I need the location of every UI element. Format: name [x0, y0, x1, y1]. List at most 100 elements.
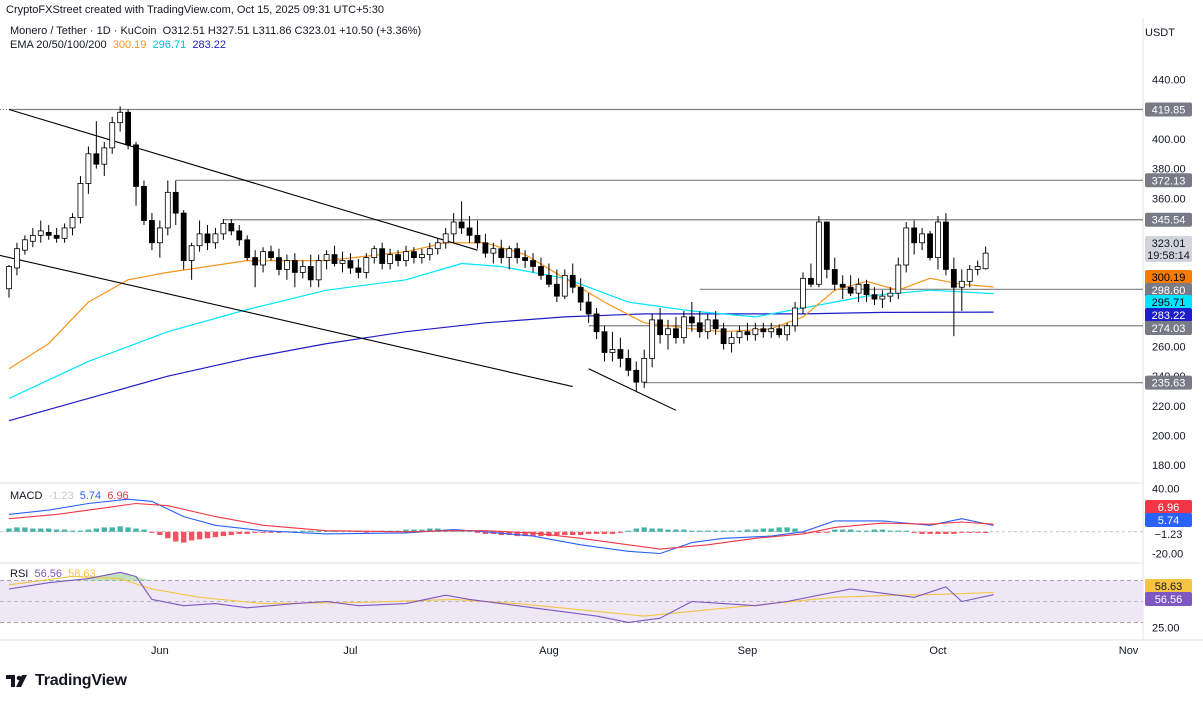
candle-body	[919, 233, 925, 244]
candle-body	[29, 234, 36, 242]
price-tick-label: 260.00	[1152, 342, 1186, 354]
macd-histogram-bar	[300, 530, 306, 532]
candle-body	[6, 266, 12, 290]
macd-histogram-bar	[585, 531, 592, 534]
trendlines	[0, 109, 677, 411]
tradingview-logo-text: TradingView	[35, 672, 127, 689]
macd-histogram-bar	[22, 527, 28, 532]
candle-body	[37, 230, 44, 236]
price-tag: 300.19	[1152, 272, 1186, 284]
currency-label[interactable]: USDT	[1145, 27, 1175, 39]
macd-histogram-bar	[816, 531, 822, 533]
candle-body	[895, 264, 902, 294]
candle-body	[871, 294, 878, 300]
macd-histogram-bar	[681, 529, 687, 532]
candle-body	[403, 251, 409, 261]
macd-histogram-bar	[840, 529, 846, 532]
candle-body	[808, 277, 814, 285]
macd-histogram-bar	[46, 528, 52, 532]
candle-body	[204, 233, 211, 244]
candle-body	[291, 260, 298, 273]
macd-histogram-bar	[268, 531, 274, 533]
candle-body	[109, 122, 116, 149]
macd-histogram-bar	[482, 531, 489, 534]
price-tag-bg	[1145, 236, 1192, 250]
macd-histogram-bar	[570, 531, 576, 536]
candle-body	[347, 260, 354, 269]
candle-body	[371, 248, 378, 258]
macd-tick-label: -20.00	[1152, 548, 1183, 560]
macd-signal-value: 6.96	[107, 490, 129, 502]
price-tag-bg	[1145, 248, 1192, 262]
trendline	[0, 254, 573, 388]
ema-legend[interactable]: EMA 20/50/100/200 300.19 296.71 283.22	[10, 39, 226, 51]
candle-body	[125, 111, 131, 146]
macd-histogram-bar	[61, 529, 68, 532]
candle-body	[244, 239, 251, 258]
candle-body	[966, 269, 973, 282]
candle-body	[768, 328, 775, 333]
macd-histogram-bar	[927, 531, 933, 534]
rsi-legend[interactable]: RSI 56.56 58.63	[10, 568, 96, 580]
candle-body	[498, 248, 505, 258]
symbol-name[interactable]: Monero / Tether · 1D · KuCoin	[10, 25, 157, 37]
macd-histogram-bar	[252, 531, 258, 533]
rsi-panel	[0, 571, 1143, 623]
candle-body	[681, 316, 687, 339]
macd-histogram-bar	[824, 531, 830, 533]
candle-body	[617, 349, 624, 359]
price-tick-label: 200.00	[1152, 431, 1186, 443]
macd-panel	[0, 498, 1143, 555]
candle-body	[355, 267, 362, 273]
macd-histogram-bar	[109, 527, 115, 532]
price-tick-label: 400.00	[1152, 134, 1186, 146]
macd-histogram-bar	[705, 530, 711, 532]
candle-body	[418, 254, 425, 258]
tradingview-logo[interactable]: TradingView	[6, 672, 127, 690]
time-tick-label: Nov	[1119, 645, 1139, 657]
macd-histogram-bar	[363, 531, 369, 533]
candle-body	[490, 248, 497, 254]
price-tag-bg	[1145, 283, 1192, 297]
macd-histogram-bar	[784, 527, 790, 532]
macd-histogram-bar	[125, 527, 131, 532]
candle-body	[720, 328, 727, 344]
candle-body	[331, 254, 338, 264]
candle-body	[61, 227, 68, 239]
candle-body	[466, 227, 473, 236]
macd-histogram-bar	[228, 531, 235, 536]
time-tick-label: Sep	[738, 645, 758, 657]
candle-body	[673, 328, 679, 339]
candle-body	[538, 266, 544, 276]
price-tag: 19:58:14	[1147, 250, 1190, 262]
candle-body	[506, 248, 513, 258]
macd-histogram-bar	[967, 531, 973, 533]
candle-body	[283, 260, 290, 270]
candle-body	[434, 242, 441, 250]
rsi-line	[8, 571, 994, 623]
credit-line: CryptoFXStreet created with TradingView.…	[6, 4, 384, 16]
candle-body	[149, 220, 155, 244]
time-tick-label: Jun	[151, 645, 169, 657]
candle-body	[117, 111, 124, 124]
candle-body	[307, 266, 314, 281]
macd-histogram-bar	[69, 530, 76, 532]
time-axis: Jun Jul Aug Sep Oct Nov	[151, 645, 1139, 657]
candle-body	[426, 248, 433, 256]
candle-body	[950, 269, 957, 288]
macd-histogram-bar	[760, 528, 766, 532]
candle-body	[847, 286, 854, 294]
macd-histogram-bar	[6, 528, 12, 532]
macd-histogram-bar	[641, 527, 647, 532]
macd-legend[interactable]: MACD -1.23 5.74 6.96	[10, 490, 129, 502]
candle-body	[688, 316, 695, 324]
rsi-tag-bg	[1145, 592, 1192, 606]
candles	[6, 106, 989, 392]
candle-body	[800, 277, 806, 309]
macd-histogram-bar	[887, 530, 894, 532]
macd-histogram-bar	[617, 531, 624, 533]
macd-tag: 5.74	[1158, 515, 1179, 527]
candle-body	[546, 274, 552, 285]
candle-body	[236, 230, 243, 241]
candle-body	[649, 319, 656, 359]
